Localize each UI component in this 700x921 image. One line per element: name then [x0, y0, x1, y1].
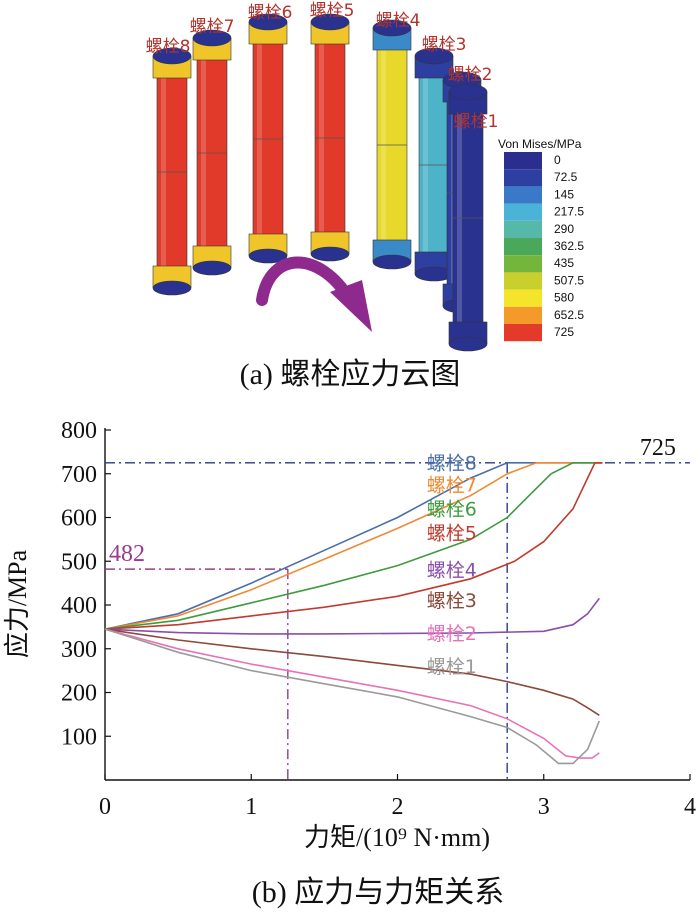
bolt-1: 螺栓1 [448, 83, 499, 352]
series-line-bolt-7 [104, 462, 603, 630]
legend-swatch [504, 186, 542, 204]
bolt-label: 螺栓6 [248, 3, 293, 23]
y-axis-label: 应力/MPa [3, 549, 32, 658]
series-label-bolt-3: 螺栓3 [427, 590, 477, 612]
legend-swatch [504, 272, 542, 290]
series-label-bolt-7: 螺栓7 [427, 474, 477, 496]
series-label-bolt-5: 螺栓5 [427, 522, 477, 544]
legend-value: 580 [554, 291, 574, 305]
series-line-bolt-1 [104, 628, 601, 765]
legend-value: 0 [554, 153, 561, 167]
y-tick-label: 800 [61, 418, 97, 444]
y-tick-label: 100 [61, 724, 97, 750]
bolt-top-cap [310, 13, 350, 31]
bolt-8: 螺栓8 [146, 37, 192, 296]
bolt-3: 螺栓3 [414, 35, 467, 282]
legend-value: 507.5 [554, 273, 584, 287]
caption-a: (a) 螺栓应力云图 [240, 358, 461, 391]
bolt-label: 螺栓7 [190, 17, 235, 37]
annotation-725: 725 [640, 435, 676, 461]
series-line-bolt-4 [104, 597, 600, 635]
legend-value: 145 [554, 187, 574, 201]
legend-swatch [504, 220, 542, 238]
x-tick-label: 0 [99, 794, 111, 820]
rotation-arrow-head-icon [330, 280, 372, 332]
stress-torque-chart: 0 1 2 3 4 100 200 300 400 500 600 700 800 725 482 螺栓8… [3, 418, 696, 909]
series-line-bolt-2 [104, 628, 600, 759]
y-tick-label: 500 [61, 549, 97, 575]
x-tick-label: 1 [245, 794, 257, 820]
y-tick-label: 300 [61, 637, 97, 663]
bolt-label: 螺栓5 [310, 1, 355, 21]
series-lines [104, 462, 603, 765]
bolt-label: 螺栓2 [448, 65, 493, 85]
legend-swatch [504, 289, 542, 307]
bolt-label: 螺栓1 [454, 112, 499, 132]
x-tick-label: 2 [392, 794, 404, 820]
caption-b: (b) 应力与力矩关系 [252, 876, 504, 909]
bolt-bottom-cap [192, 260, 232, 276]
legend-title: Von Mises/MPa [498, 137, 582, 151]
bolt-top-cap [372, 19, 412, 37]
series-label-bolt-1: 螺栓1 [427, 656, 477, 678]
legend-value: 652.5 [554, 308, 584, 322]
bolt-label: 螺栓3 [422, 35, 467, 55]
bolt-label: 螺栓8 [146, 37, 191, 57]
bolt-4: 螺栓4 [372, 11, 421, 270]
legend-value: 725 [554, 325, 574, 339]
y-tick-label: 200 [61, 681, 97, 707]
legend-swatch [504, 324, 542, 342]
bolt-bottom-cap [248, 248, 288, 264]
bolt-bottom-cap [372, 254, 412, 270]
annotation-482: 482 [109, 541, 145, 567]
series-label-bolt-6: 螺栓6 [427, 498, 477, 520]
bolt-top-cap [152, 47, 192, 65]
legend-value: 72.5 [554, 170, 578, 184]
y-tick-label: 400 [61, 593, 97, 619]
rotation-arrow-icon [256, 256, 356, 306]
legend-value: 290 [554, 222, 574, 236]
bolt-bottom-cap [152, 280, 192, 296]
legend-swatch [504, 255, 542, 273]
legend-swatch [504, 203, 542, 221]
y-tick-label: 700 [61, 462, 97, 488]
bolt-7: 螺栓7 [190, 17, 235, 276]
series-line-bolt-3 [104, 628, 600, 716]
bolt-top-cap [448, 83, 488, 101]
bolt-label: 螺栓4 [376, 11, 421, 31]
bolt-bottom-cap [448, 336, 488, 352]
legend-value: 362.5 [554, 239, 584, 253]
bolt-bottom-cap [310, 246, 350, 262]
bolt-5: 螺栓5 [310, 1, 355, 262]
bolt-top-cap [414, 47, 454, 65]
series-label-bolt-2: 螺栓2 [427, 623, 477, 645]
series-line-bolt-5 [104, 462, 603, 630]
bolt-6: 螺栓6 [248, 3, 293, 264]
legend-value: 217.5 [554, 205, 584, 219]
series-line-bolt-8 [104, 462, 603, 630]
series-label-bolt-4: 螺栓4 [427, 560, 477, 582]
x-tick-label: 4 [684, 794, 696, 820]
y-tick-label: 600 [61, 506, 97, 532]
x-axis-label: 力矩/(10⁹ N·mm) [304, 823, 490, 852]
legend-swatch [504, 238, 542, 256]
legend-swatch [504, 152, 542, 170]
legend-swatch [504, 306, 542, 324]
legend-value: 435 [554, 256, 574, 270]
axis-ticks: 0 1 2 3 4 100 200 300 400 500 600 700 800 [61, 418, 696, 820]
x-tick-label: 3 [538, 794, 550, 820]
legend-swatch [504, 169, 542, 187]
series-label-bolt-8: 螺栓8 [427, 452, 477, 474]
colorbar-legend: 0 72.5 145 217.5 290 362.5 435 507.5 580 652.5 725 [504, 152, 584, 342]
series-line-bolt-6 [104, 462, 603, 630]
bolt-top-cap [248, 13, 288, 31]
bolt-top-cap [192, 29, 232, 47]
